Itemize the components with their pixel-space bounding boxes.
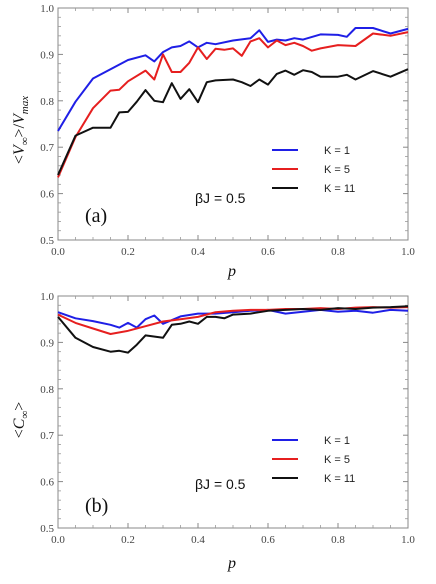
- panel-b-series: [57, 305, 409, 354]
- panel-b-frame: [57, 295, 409, 529]
- panel-a-ytick-label: 0.9: [40, 49, 54, 61]
- panel-a-ylabel-sub2: max: [19, 96, 31, 114]
- panel-b-ytick-label: 0.7: [40, 430, 54, 442]
- panel-b-ylabel-sub1: ∞: [19, 411, 31, 419]
- panel-b-legend: K = 1 K = 5 K = 11: [272, 435, 355, 485]
- panel-b-ylabel-open: <: [11, 429, 28, 438]
- panel-b-ytick-label: 0.9: [40, 337, 54, 349]
- panel-a: 0.0 0.2 0.4 0.6 0.8 1.0 0.5 0.6 0.7 0.8 0.9 1.0 (a)…: [11, 3, 415, 280]
- panel-a-ylabel-open: <: [11, 155, 28, 164]
- panel-b-ylabel: <C∞>: [11, 402, 31, 439]
- panel-b-xtick-label: 0.4: [191, 534, 205, 546]
- panel-a-ytick-label: 1.0: [40, 3, 54, 15]
- panel-b: 0.0 0.2 0.4 0.6 0.8 1.0 0.5 0.6 0.7 0.8 0.9 1.0 (b)…: [11, 291, 415, 572]
- panel-b-legend-label: K = 5: [324, 454, 350, 466]
- panel-a-annotation: βJ = 0.5: [195, 190, 246, 206]
- panel-b-xtick-label: 0.2: [121, 534, 135, 546]
- panel-b-annotation: βJ = 0.5: [195, 476, 246, 492]
- panel-b-ytick-label: 1.0: [40, 291, 54, 303]
- panel-a-ylabel-var1: V: [11, 143, 28, 155]
- panel-b-xtick-label: 1.0: [401, 534, 415, 546]
- panel-a-xtick-label: 0.8: [331, 246, 345, 258]
- panel-b-series-line-k11: [57, 305, 409, 354]
- panel-a-legend-label: K = 1: [324, 145, 350, 157]
- panel-a-ytick-label: 0.8: [40, 96, 54, 108]
- panel-a-ytick-label: 0.7: [40, 142, 54, 154]
- panel-b-legend-label: K = 1: [324, 435, 350, 447]
- panel-a-series: [57, 27, 409, 178]
- panel-a-legend-label: K = 11: [324, 183, 355, 195]
- panel-a-ytick-label: 0.5: [40, 235, 54, 247]
- panel-b-ticks: 0.0 0.2 0.4 0.6 0.8 1.0 0.5 0.6 0.7 0.8 0.9 1.0: [40, 291, 415, 546]
- panel-a-legend: K = 1 K = 5 K = 11: [272, 145, 355, 195]
- panel-b-ylabel-close: >: [11, 402, 28, 411]
- panel-b-series-line-k1: [57, 308, 409, 329]
- panel-b-label: (b): [85, 495, 108, 517]
- panel-a-ticks: 0.0 0.2 0.4 0.6 0.8 1.0 0.5 0.6 0.7 0.8 0.9 1.0: [40, 3, 415, 258]
- panel-b-xtick-label: 0.8: [331, 534, 345, 546]
- panel-b-ytick-label: 0.5: [40, 523, 54, 535]
- panel-b-ytick-label: 0.6: [40, 477, 54, 489]
- panel-a-legend-label: K = 5: [324, 164, 350, 176]
- panel-b-xtick-label: 0.6: [261, 534, 275, 546]
- panel-a-xtick-label: 0.4: [191, 246, 205, 258]
- panel-a-series-line-k11: [57, 68, 409, 176]
- panel-a-xtick-label: 0.2: [121, 246, 135, 258]
- panel-b-xtick-label: 0.0: [51, 534, 65, 546]
- panel-a-ytick-label: 0.6: [40, 189, 54, 201]
- panel-b-xlabel: p: [227, 555, 236, 572]
- panel-b-ytick-label: 0.8: [40, 384, 54, 396]
- panel-a-series-line-k5: [57, 31, 409, 178]
- panel-a-series-line-k1: [57, 27, 409, 132]
- panel-a-label: (a): [85, 205, 107, 227]
- panel-a-ylabel-sub1: ∞: [19, 137, 31, 145]
- panel-b-legend-label: K = 11: [324, 473, 355, 485]
- panel-a-xtick-label: 0.0: [51, 246, 65, 258]
- panel-a-xtick-label: 1.0: [401, 246, 415, 258]
- panel-b-ylabel-var1: C: [11, 418, 28, 429]
- panel-a-xlabel: p: [227, 263, 236, 280]
- panel-a-ylabel: <V∞>/Vmax: [11, 96, 31, 164]
- panel-a-xtick-label: 0.6: [261, 246, 275, 258]
- panel-a-ylabel-close: >/: [11, 123, 28, 137]
- panel-a-ylabel-var2: V: [11, 112, 28, 124]
